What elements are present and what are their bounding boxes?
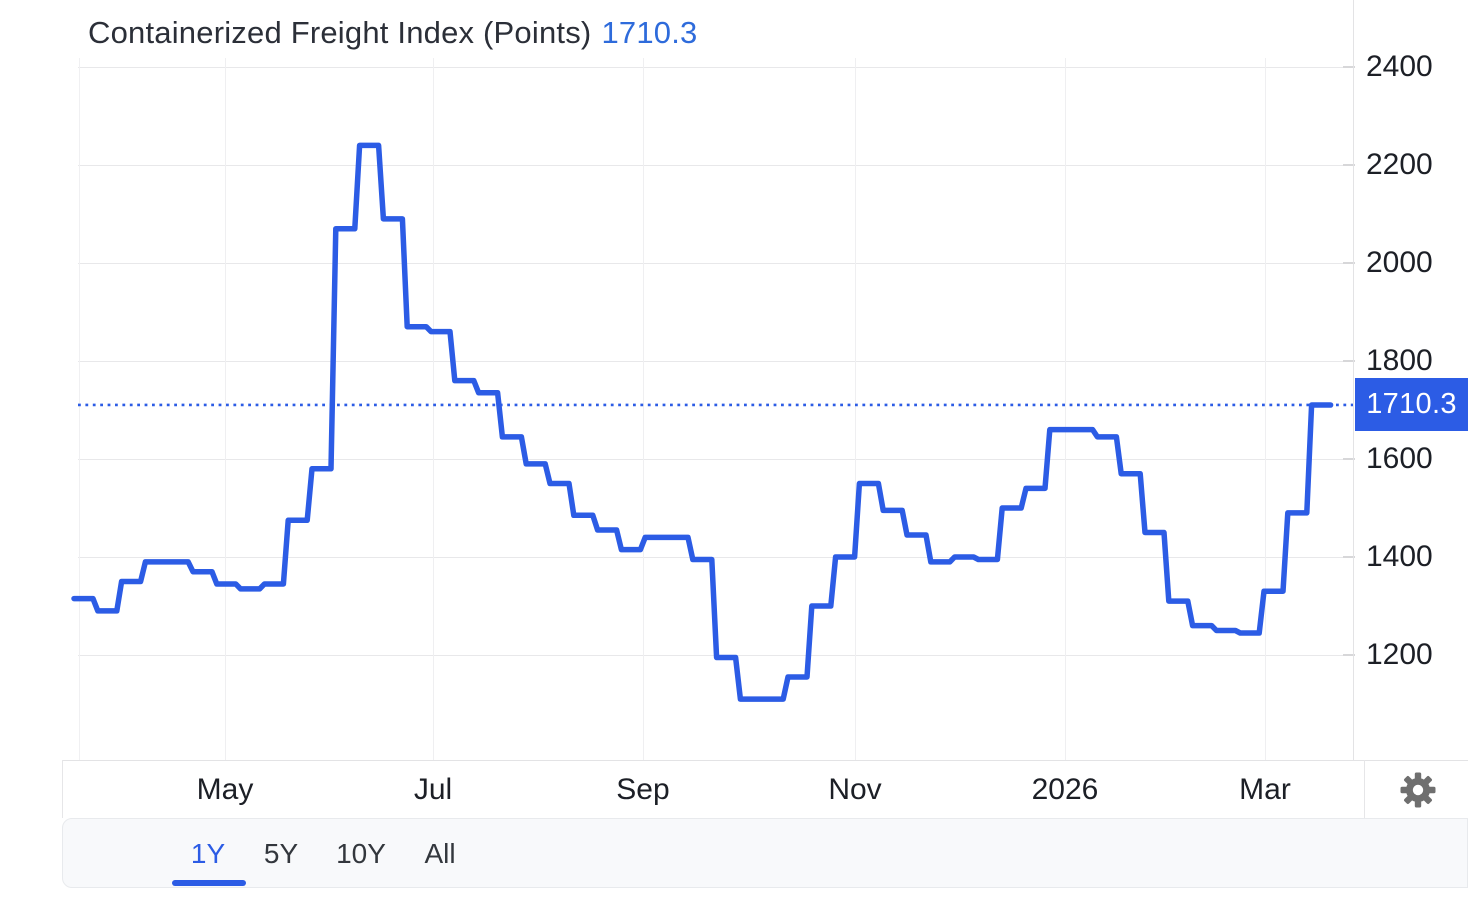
x-axis-label: Sep [616, 773, 670, 806]
chart-title-text: Containerized Freight Index (Points) [88, 15, 592, 50]
gear-cell-divider [1364, 760, 1365, 818]
grid-line-vertical [1065, 58, 1066, 760]
y-axis-label: 2200 [1366, 148, 1433, 181]
y-axis-tick [1343, 66, 1355, 68]
x-axis-label: 2026 [1031, 773, 1099, 806]
chart-title: Containerized Freight Index (Points) 1710… [88, 13, 697, 53]
x-axis-label: Jul [413, 773, 453, 806]
x-axis-label: Mar [1239, 773, 1291, 806]
grid-line-horizontal [78, 66, 1353, 68]
x-axis-label: May [196, 773, 254, 806]
chart-title-current-value: 1710.3 [601, 15, 698, 50]
y-axis-tick [1343, 262, 1355, 264]
x-axis-line [62, 760, 1468, 761]
range-tab-1y[interactable]: 1Y [190, 838, 226, 869]
grid-line-horizontal [78, 458, 1353, 460]
grid-line-horizontal [78, 360, 1353, 362]
grid-line-horizontal [78, 262, 1353, 264]
grid-line-horizontal [78, 556, 1353, 558]
range-tab-10y[interactable]: 10Y [336, 838, 386, 869]
freight-index-series-line [71, 142, 1334, 702]
plot-left-border [79, 58, 80, 760]
range-tab-5y[interactable]: 5Y [263, 838, 299, 869]
range-tab-all[interactable]: All [424, 838, 456, 869]
x-axis-label: Nov [828, 773, 882, 806]
y-axis-line [1353, 0, 1354, 760]
y-axis-label: 2400 [1366, 50, 1433, 83]
y-axis-tick [1343, 556, 1355, 558]
gear-icon [1400, 772, 1436, 808]
axis-row-left-border [62, 760, 63, 818]
y-axis-label: 1600 [1366, 442, 1433, 475]
grid-line-horizontal [78, 164, 1353, 166]
settings-button[interactable] [1398, 770, 1438, 810]
range-selector-panel [62, 818, 1468, 888]
active-range-underline [172, 880, 246, 886]
y-axis-tick [1343, 654, 1355, 656]
y-axis-label: 1400 [1366, 540, 1433, 573]
grid-line-vertical [1265, 58, 1266, 760]
y-axis-label: 1200 [1366, 638, 1433, 671]
grid-line-vertical [433, 58, 434, 760]
y-axis-tick [1343, 360, 1355, 362]
y-axis-label: 2000 [1366, 246, 1433, 279]
y-axis-tick [1343, 458, 1355, 460]
y-axis-tick [1343, 164, 1355, 166]
grid-line-vertical [855, 58, 856, 760]
grid-line-vertical [643, 58, 644, 760]
grid-line-vertical [225, 58, 226, 760]
current-value-badge: 1710.3 [1355, 378, 1468, 432]
y-axis-label: 1800 [1366, 344, 1433, 377]
